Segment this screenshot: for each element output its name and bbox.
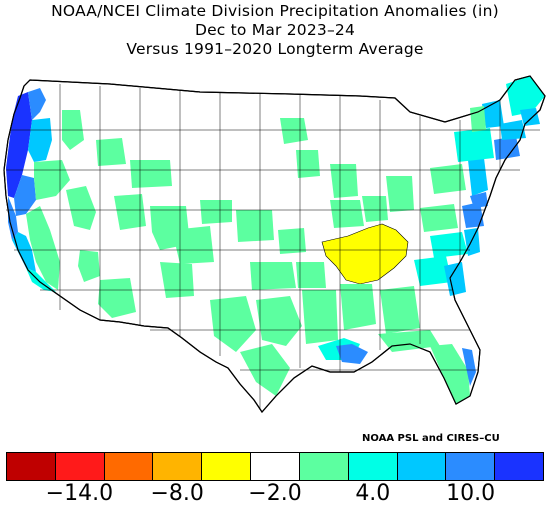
region-va	[420, 204, 458, 232]
region-oh	[386, 176, 414, 212]
legend-swatch	[397, 453, 447, 480]
legend-tick-label: 4.0	[355, 481, 391, 506]
region-mt	[130, 160, 172, 188]
us-climate-division-map	[3, 75, 546, 413]
legend-swatch	[7, 453, 56, 480]
region-nm	[172, 226, 214, 264]
legend-swatch	[495, 453, 543, 480]
title-line-1: NOAA/NCEI Climate Division Precipitation…	[51, 2, 499, 20]
region-nh	[520, 108, 540, 126]
region-or-west	[14, 175, 36, 216]
region-wy	[96, 138, 126, 166]
legend-swatch	[299, 453, 349, 480]
region-il	[330, 200, 364, 228]
color-legend-bar	[6, 452, 544, 481]
region-nj	[468, 158, 488, 196]
region-ct	[494, 136, 520, 160]
legend-swatch	[104, 453, 154, 480]
region-in	[362, 196, 388, 222]
region-pa	[430, 164, 466, 194]
legend-tick-label: −2.0	[248, 481, 302, 506]
region-ar	[296, 262, 326, 288]
region-fl-north	[378, 330, 440, 352]
legend-swatch	[446, 453, 496, 480]
region-mi	[330, 164, 358, 198]
region-ca-south	[26, 268, 56, 292]
title-line-2: Dec to Mar 2023–24	[194, 21, 356, 39]
region-ne	[200, 200, 232, 224]
region-nv-south	[78, 250, 100, 282]
region-dry-tn-ky	[321, 223, 409, 285]
legend-tick-label: −14.0	[45, 481, 114, 506]
division-borders	[6, 84, 540, 410]
region-gulf-delta	[336, 344, 368, 364]
region-tx-west	[210, 296, 256, 352]
legend-swatch	[348, 453, 398, 480]
region-fl-penin	[430, 344, 470, 404]
region-sc-coast	[444, 262, 466, 296]
title-line-3: Versus 1991–2020 Longterm Average	[126, 40, 424, 58]
region-ny	[454, 128, 494, 162]
region-fl-east	[462, 348, 476, 386]
region-ok	[250, 262, 296, 290]
region-ut	[114, 194, 146, 230]
region-tx-central	[256, 296, 302, 346]
title-block: NOAA/NCEI Climate Division Precipitation…	[0, 2, 550, 59]
region-ca-north	[8, 196, 18, 240]
region-wa-inland	[28, 118, 52, 162]
region-ms-al	[340, 284, 376, 330]
region-ca-coast	[12, 232, 36, 272]
region-mn	[280, 118, 308, 144]
region-nv	[66, 186, 96, 230]
region-ny-north	[470, 106, 486, 132]
legend-swatch	[202, 453, 252, 480]
region-sc	[414, 256, 452, 286]
region-nc-coast	[464, 228, 480, 256]
us-outline-stroke	[3, 75, 546, 413]
region-az-east	[160, 262, 194, 298]
legend-swatch	[251, 453, 300, 480]
region-ne-east	[278, 228, 306, 254]
region-puget	[28, 88, 46, 120]
legend-tick-label: −8.0	[150, 481, 204, 506]
legend-swatch	[153, 453, 203, 480]
region-la	[302, 290, 338, 344]
legend-swatch	[55, 453, 105, 480]
region-ga	[380, 286, 420, 334]
region-ks	[236, 210, 274, 242]
region-nc	[430, 232, 468, 258]
region-me	[506, 76, 545, 116]
region-de-md	[470, 192, 488, 208]
region-ca-valley	[26, 206, 60, 290]
legend-tick-label: 10.0	[446, 481, 496, 506]
region-wi	[296, 150, 320, 178]
legend-tick-labels: −14.0 −8.0 −2.0 4.0 10.0	[0, 482, 550, 509]
region-wa-coast	[6, 92, 32, 198]
region-az-west	[98, 278, 136, 318]
region-va-coast	[462, 202, 484, 228]
credit-label: NOAA PSL and CIRES–CU	[362, 433, 500, 444]
